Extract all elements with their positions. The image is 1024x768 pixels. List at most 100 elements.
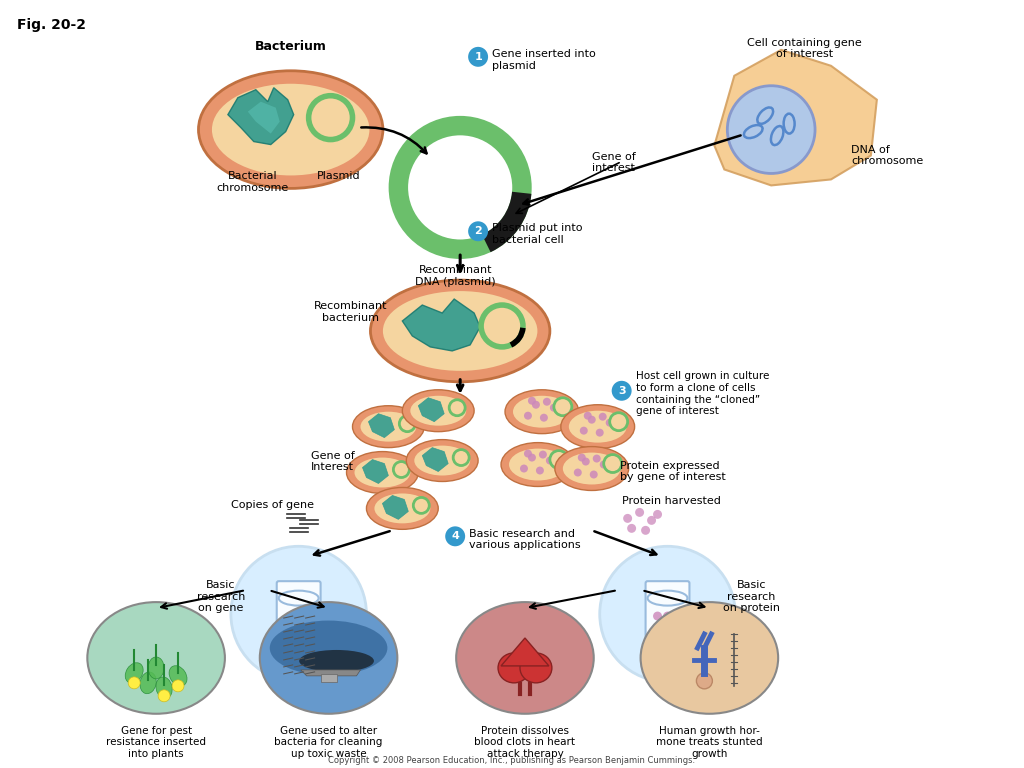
Ellipse shape <box>199 71 383 188</box>
Polygon shape <box>715 50 877 185</box>
Text: Recombinant
DNA (plasmid): Recombinant DNA (plasmid) <box>415 265 496 286</box>
Circle shape <box>582 458 590 465</box>
Circle shape <box>663 655 672 664</box>
Text: Cell containing gene
of interest: Cell containing gene of interest <box>746 38 861 59</box>
Text: Plasmid: Plasmid <box>316 171 360 181</box>
Circle shape <box>613 416 625 427</box>
Polygon shape <box>501 638 549 666</box>
Ellipse shape <box>505 390 579 434</box>
Circle shape <box>673 655 682 664</box>
Circle shape <box>445 526 465 546</box>
Ellipse shape <box>415 445 470 475</box>
Polygon shape <box>422 448 449 472</box>
Ellipse shape <box>156 677 172 699</box>
Text: Human growth hor-
mone treats stunted
growth: Human growth hor- mone treats stunted gr… <box>656 726 763 759</box>
Ellipse shape <box>212 84 370 175</box>
Circle shape <box>539 451 547 458</box>
Text: Bacterial
chromosome: Bacterial chromosome <box>217 171 289 193</box>
Circle shape <box>554 398 571 415</box>
Circle shape <box>635 508 644 517</box>
Circle shape <box>696 673 713 689</box>
Circle shape <box>653 510 663 519</box>
Text: 4: 4 <box>452 531 459 541</box>
Circle shape <box>417 501 426 511</box>
Polygon shape <box>402 299 480 351</box>
Text: Basic
research
on gene: Basic research on gene <box>197 580 245 614</box>
Polygon shape <box>362 459 388 484</box>
Circle shape <box>158 690 170 702</box>
Text: Gene inserted into
plasmid: Gene inserted into plasmid <box>493 49 596 71</box>
Circle shape <box>317 104 343 131</box>
Circle shape <box>663 611 672 621</box>
Text: Recombinant
bacterium: Recombinant bacterium <box>313 301 387 323</box>
Text: Copyright © 2008 Pearson Education, Inc., publishing as Pearson Benjamin Cumming: Copyright © 2008 Pearson Education, Inc.… <box>329 756 695 765</box>
Ellipse shape <box>371 280 550 382</box>
Circle shape <box>308 96 352 140</box>
Text: Protein harvested: Protein harvested <box>622 496 721 506</box>
Circle shape <box>524 449 531 458</box>
Text: DNA of
chromosome: DNA of chromosome <box>851 144 924 166</box>
Ellipse shape <box>407 439 478 482</box>
Text: Gene for pest
resistance inserted
into plants: Gene for pest resistance inserted into p… <box>106 726 206 759</box>
Ellipse shape <box>513 396 570 428</box>
Ellipse shape <box>148 657 164 679</box>
Circle shape <box>588 415 596 424</box>
Text: Gene used to alter
bacteria for cleaning
up toxic waste: Gene used to alter bacteria for cleaning… <box>274 726 383 759</box>
FancyBboxPatch shape <box>321 674 337 682</box>
Circle shape <box>550 451 568 468</box>
Text: Copies of gene: Copies of gene <box>231 501 314 511</box>
Polygon shape <box>228 88 294 144</box>
Ellipse shape <box>125 663 143 683</box>
Polygon shape <box>301 670 360 676</box>
Circle shape <box>453 402 462 412</box>
Ellipse shape <box>352 406 424 448</box>
Circle shape <box>673 634 682 643</box>
Circle shape <box>727 86 815 174</box>
Text: Bacterium: Bacterium <box>255 40 327 53</box>
Ellipse shape <box>641 602 778 713</box>
Ellipse shape <box>360 412 417 442</box>
Polygon shape <box>418 398 444 422</box>
Ellipse shape <box>346 452 418 494</box>
Circle shape <box>468 221 488 241</box>
Circle shape <box>546 456 554 465</box>
Circle shape <box>647 516 656 525</box>
Circle shape <box>596 429 604 437</box>
Circle shape <box>468 47 488 67</box>
Circle shape <box>653 644 663 654</box>
Ellipse shape <box>269 621 387 675</box>
Circle shape <box>599 412 606 421</box>
Circle shape <box>600 546 735 682</box>
Circle shape <box>456 452 466 462</box>
Circle shape <box>528 454 536 462</box>
Circle shape <box>531 401 540 409</box>
Text: Gene of
Interest: Gene of Interest <box>310 451 354 472</box>
Circle shape <box>524 412 531 419</box>
Circle shape <box>604 455 622 472</box>
Circle shape <box>673 623 682 631</box>
Circle shape <box>402 419 413 429</box>
Circle shape <box>653 611 663 621</box>
Ellipse shape <box>501 442 574 486</box>
Circle shape <box>590 471 598 478</box>
Text: 3: 3 <box>617 386 626 396</box>
FancyBboxPatch shape <box>645 581 689 670</box>
Circle shape <box>414 498 429 513</box>
Circle shape <box>611 381 632 401</box>
Ellipse shape <box>568 411 627 442</box>
Circle shape <box>172 680 184 692</box>
Ellipse shape <box>279 591 318 606</box>
Circle shape <box>673 611 682 621</box>
Ellipse shape <box>555 447 629 491</box>
Circle shape <box>584 412 592 419</box>
Circle shape <box>230 546 367 682</box>
Circle shape <box>398 126 522 250</box>
Circle shape <box>580 427 588 435</box>
Circle shape <box>653 634 663 643</box>
Circle shape <box>413 140 508 235</box>
Text: Basic
research
on protein: Basic research on protein <box>723 580 779 614</box>
Ellipse shape <box>140 672 157 694</box>
Ellipse shape <box>375 494 430 523</box>
Circle shape <box>663 623 672 631</box>
Text: Basic research and
various applications: Basic research and various applications <box>469 528 581 550</box>
